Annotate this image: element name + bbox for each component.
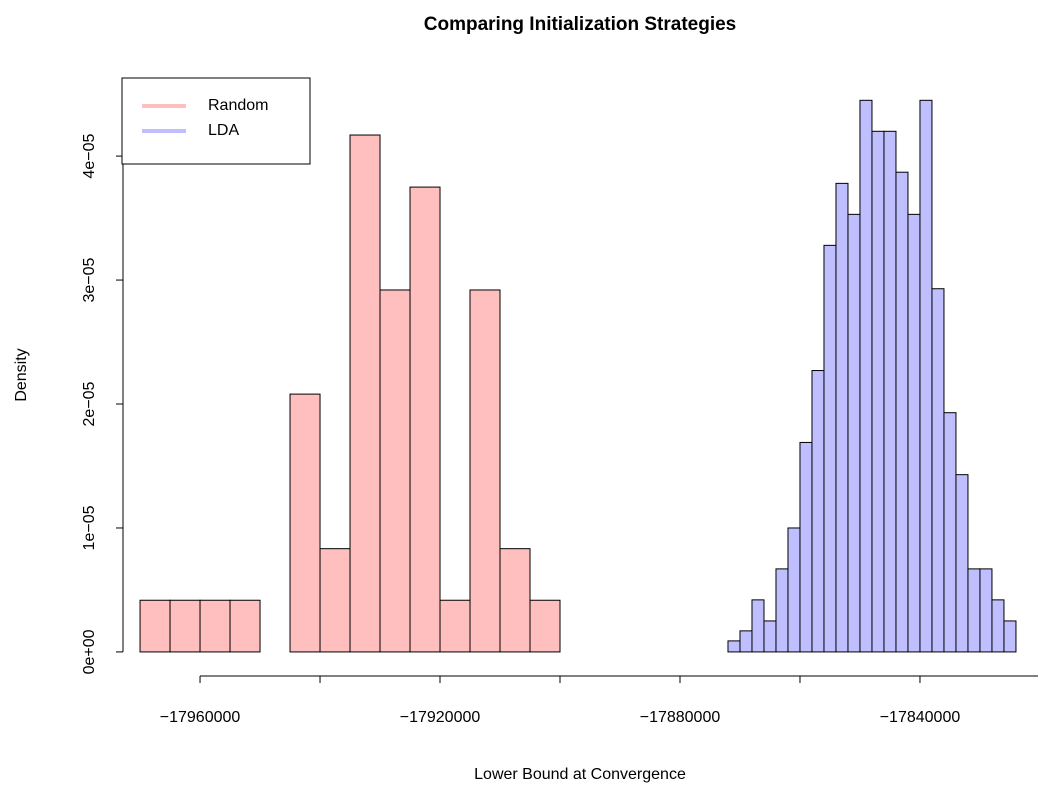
bar: [751, 599, 765, 653]
y-tick-label: 0e+00: [81, 629, 98, 674]
y-tick-label: 2e−05: [81, 381, 98, 426]
x-tick-label: −17920000: [400, 709, 481, 726]
bar: [727, 640, 741, 653]
x-tick-label: −17880000: [640, 709, 721, 726]
bar: [319, 548, 351, 653]
bar: [199, 599, 231, 653]
x-tick-label: −17960000: [160, 709, 241, 726]
bar: [943, 412, 957, 653]
bar: [991, 599, 1005, 653]
bar: [979, 568, 993, 653]
bar: [409, 186, 441, 653]
bar: [349, 134, 381, 653]
bar: [955, 474, 969, 653]
bar: [763, 620, 777, 653]
bar: [835, 182, 849, 653]
bar: [139, 599, 171, 653]
y-tick-label: 3e−05: [81, 257, 98, 302]
chart-title: Comparing Initialization Strategies: [424, 14, 737, 35]
bar: [919, 99, 933, 653]
y-axis-title: Density: [13, 348, 30, 401]
bar: [529, 599, 561, 653]
bar: [775, 568, 789, 653]
bar: [739, 630, 753, 653]
legend-box: [121, 77, 311, 165]
bar: [967, 568, 981, 653]
bar: [823, 244, 837, 653]
bar: [169, 599, 201, 653]
bar: [907, 213, 921, 653]
bar: [895, 171, 909, 653]
bar: [847, 213, 861, 653]
y-tick-label: 1e−05: [81, 505, 98, 550]
bar: [439, 599, 471, 653]
bar: [289, 393, 321, 653]
bar: [499, 548, 531, 653]
bar: [871, 130, 885, 653]
bar: [787, 527, 801, 653]
bar: [469, 289, 501, 653]
x-tick-label: −17840000: [880, 709, 961, 726]
bar: [859, 99, 873, 653]
bar: [883, 130, 897, 653]
legend-label: LDA: [208, 122, 239, 139]
bar: [379, 289, 411, 653]
bar: [799, 441, 813, 653]
bar: [1003, 620, 1017, 653]
y-tick-label: 4e−05: [81, 134, 98, 179]
bar: [229, 599, 261, 653]
x-axis-title: Lower Bound at Convergence: [474, 766, 686, 783]
legend-label: Random: [208, 97, 268, 114]
bar: [811, 370, 825, 653]
bar: [931, 288, 945, 653]
